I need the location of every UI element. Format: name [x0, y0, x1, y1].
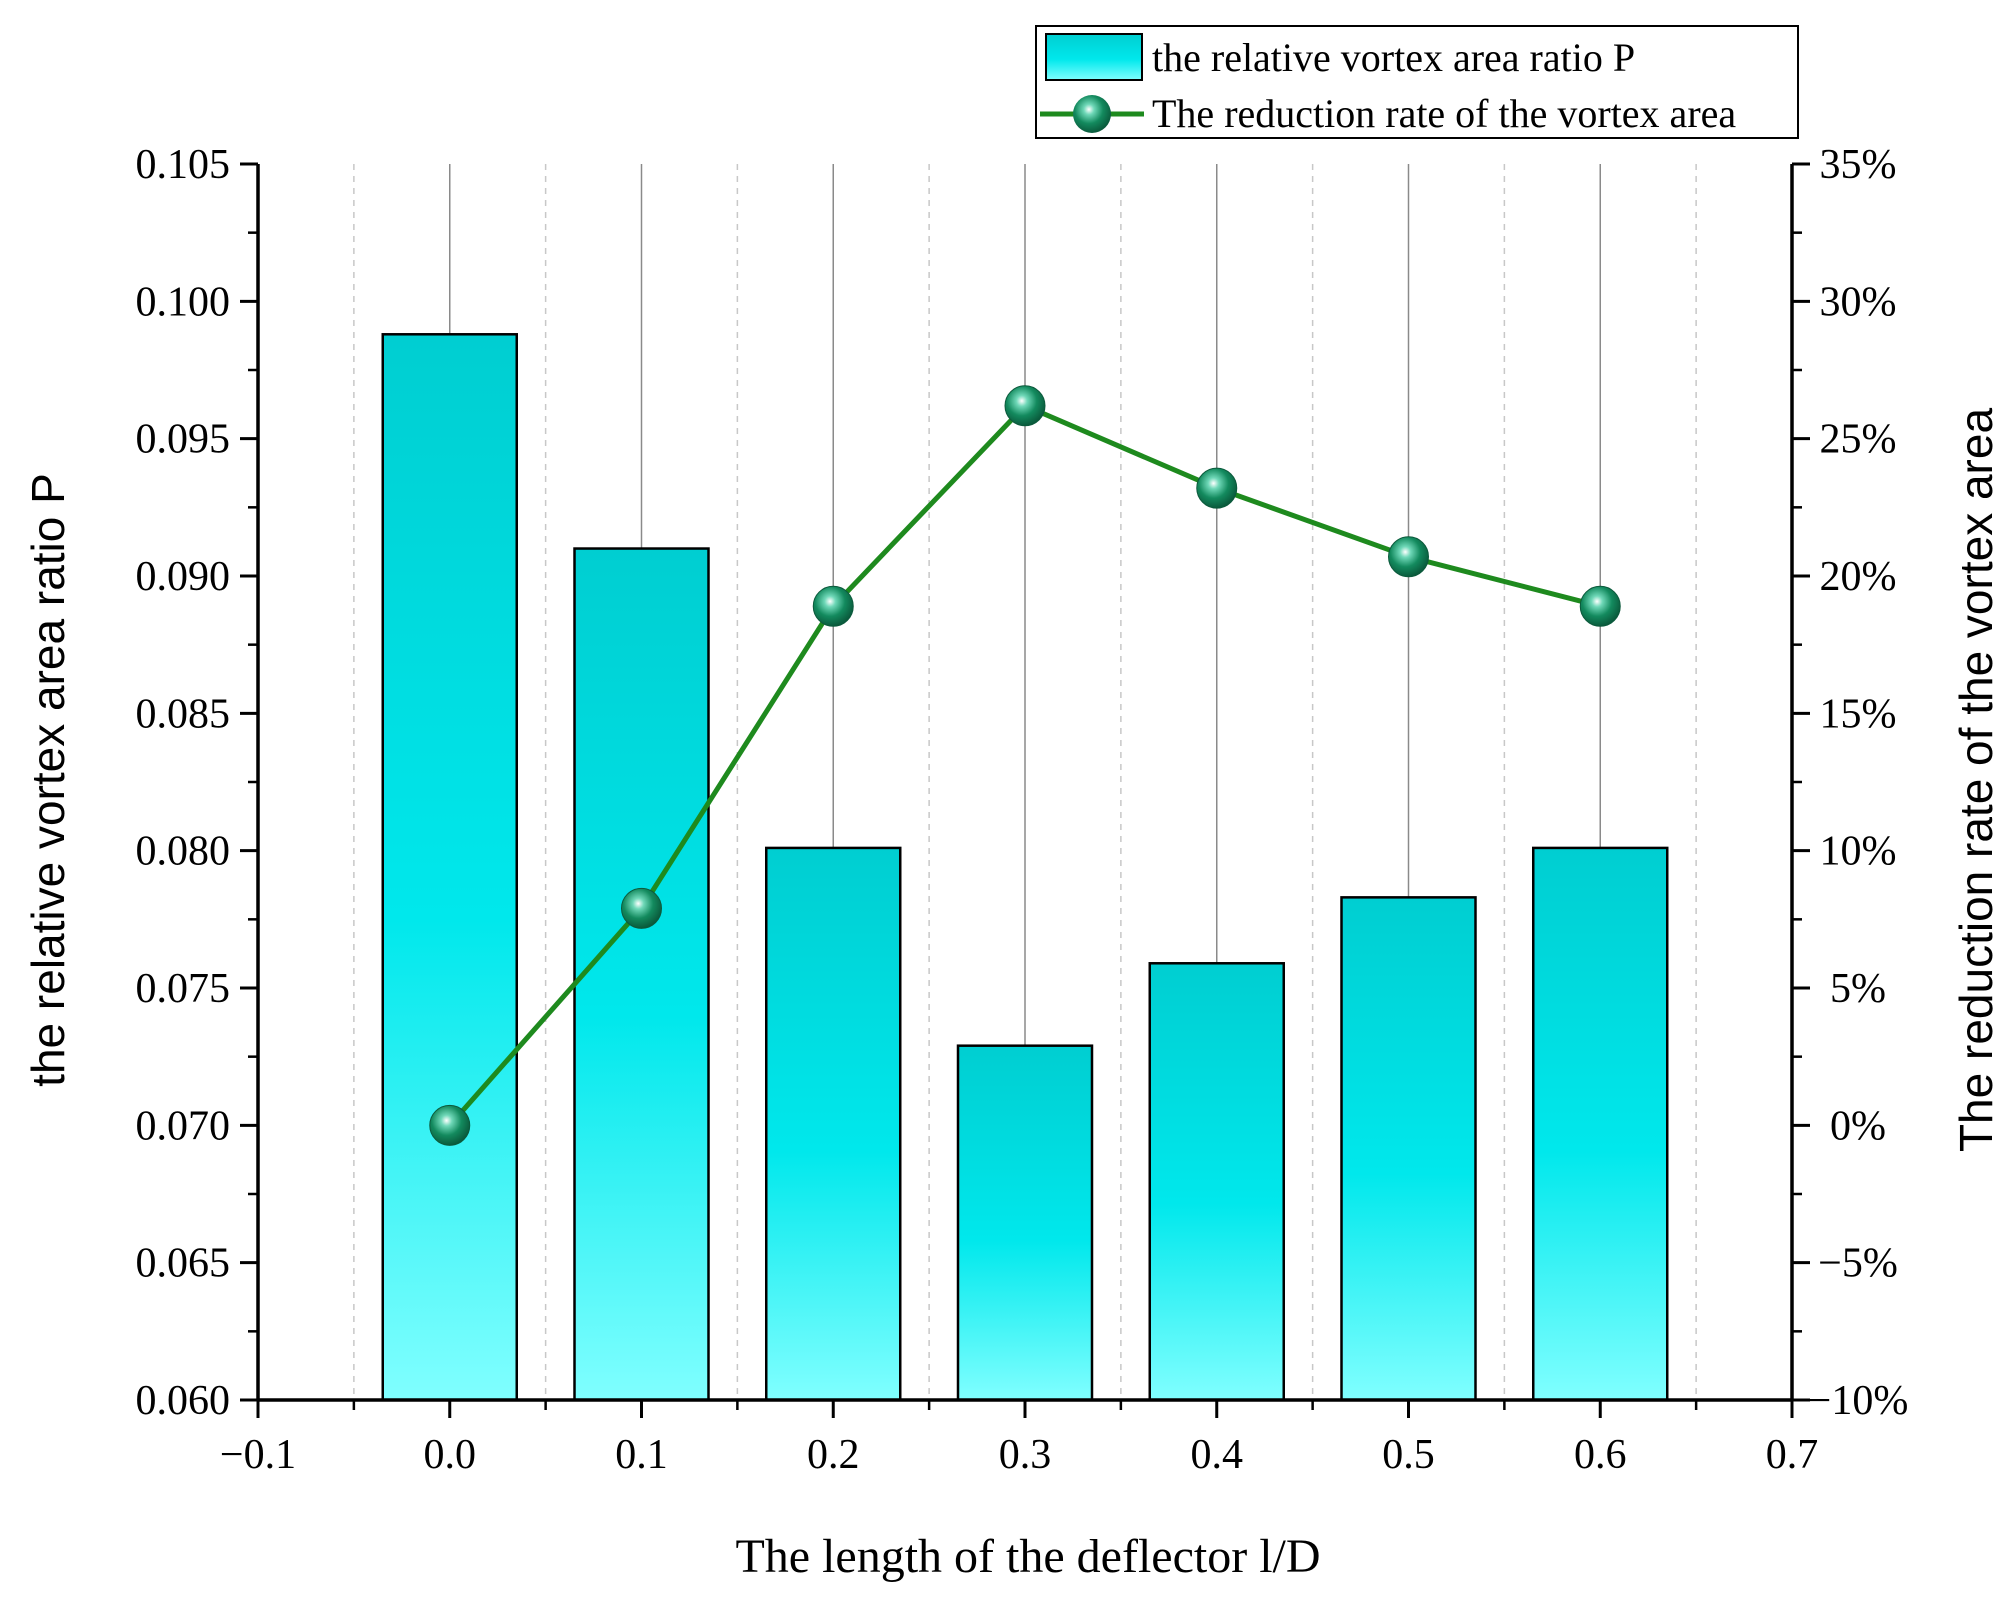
right-y-tick-label: 35% [1820, 142, 1897, 188]
axes: −0.1 0.0 0.1 0.2 0.3 0.4 0.5 0.6 0.7 0.060 0.065 0.… [136, 142, 1909, 1478]
legend-line-marker [1073, 95, 1111, 133]
x-tick-label: −0.1 [220, 1432, 296, 1478]
right-y-tick-label: 20% [1820, 554, 1897, 600]
right-y-tick-label: 25% [1820, 417, 1897, 463]
left-y-tick-label: 0.105 [136, 142, 231, 188]
bar [956, 1044, 1094, 1402]
bar [1148, 962, 1285, 1402]
legend: the relative vortex area ratio P The red… [1035, 25, 1799, 139]
left-y-tick-label: 0.085 [136, 691, 231, 737]
left-y-tick-label: 0.080 [136, 829, 231, 875]
x-tick-label: 0.0 [424, 1432, 477, 1478]
line-point-marker [1388, 536, 1429, 578]
x-tick-label: 0.3 [999, 1432, 1052, 1478]
legend-line-label: The reduction rate of the vortex area [1152, 91, 1736, 136]
right-y-tick-label: 5% [1830, 966, 1886, 1012]
right-y-axis-title: The reduction rate of the vortex area [1950, 408, 2002, 1153]
right-y-tick-label: 10% [1820, 829, 1897, 875]
right-y-tick-label: 0% [1830, 1103, 1886, 1149]
legend-bar-swatch [1045, 33, 1143, 81]
left-y-tick-label: 0.075 [136, 966, 231, 1012]
x-tick-label: 0.1 [615, 1432, 668, 1478]
left-y-tick-label: 0.065 [136, 1241, 231, 1287]
line-point-marker [621, 887, 662, 929]
left-y-tick-label: 0.095 [136, 417, 231, 463]
x-tick-label: 0.5 [1382, 1432, 1435, 1478]
right-y-tick-label: −10% [1808, 1378, 1909, 1424]
x-axis-title: The length of the deflector l/D [735, 1530, 1320, 1583]
bar [381, 333, 518, 1402]
x-tick-label: 0.7 [1766, 1432, 1819, 1478]
right-y-tick-label: 15% [1820, 691, 1897, 737]
left-y-tick-label: 0.100 [136, 279, 231, 325]
legend-bar-label: the relative vortex area ratio P [1152, 35, 1635, 80]
left-y-axis-title: the relative vortex area ratio P [22, 473, 74, 1087]
x-tick-label: 0.6 [1574, 1432, 1627, 1478]
legend-box [1035, 25, 1799, 139]
right-y-tick-label: −5% [1818, 1241, 1898, 1287]
bar-series [381, 333, 1669, 1402]
left-y-tick-label: 0.070 [136, 1103, 231, 1149]
x-tick-label: 0.2 [807, 1432, 860, 1478]
line-point-marker [1579, 585, 1621, 627]
line-point-marker [1004, 385, 1046, 427]
x-tick-label: 0.4 [1191, 1432, 1244, 1478]
bar [765, 846, 902, 1402]
line-point-marker [812, 585, 854, 627]
line-series [429, 385, 1621, 1146]
bar [1340, 896, 1477, 1402]
left-y-tick-label: 0.060 [136, 1378, 231, 1424]
bar [573, 547, 710, 1402]
left-y-tick-label: 0.090 [136, 554, 231, 600]
right-y-tick-label: 30% [1820, 279, 1897, 325]
line-point-marker [429, 1104, 471, 1146]
line-point-marker [1196, 467, 1238, 509]
bar [1532, 846, 1669, 1402]
